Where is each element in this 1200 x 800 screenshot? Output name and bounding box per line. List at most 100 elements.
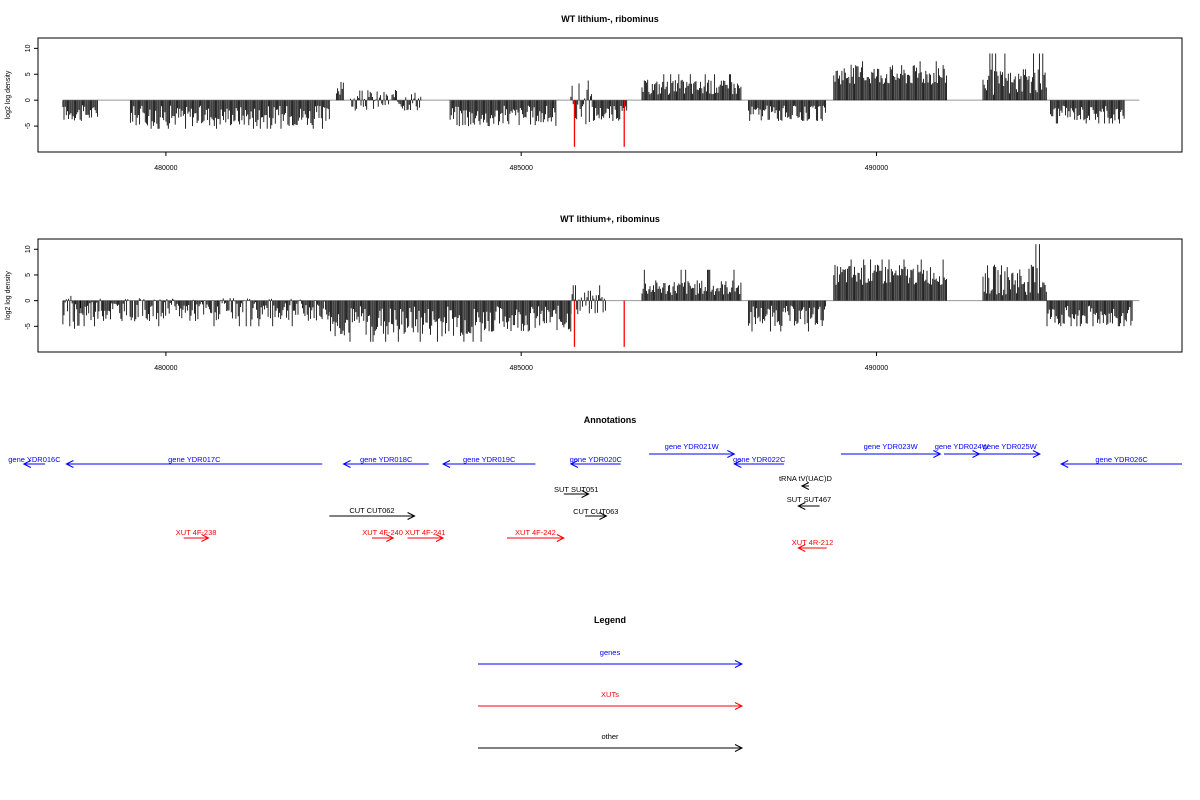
density-panel-1: WT lithium-, ribominus log2 log density -5…	[5, 14, 1183, 172]
density-segment	[129, 100, 330, 129]
xut-arrow-arrowhead-icon	[556, 534, 565, 542]
density-segment	[80, 298, 330, 327]
gene-arrow-label: gene YDR021W	[665, 442, 720, 451]
xut-arrow: XUT 4F-240	[362, 528, 403, 542]
y-axis-label: log2 log density	[5, 271, 12, 320]
gene-arrow: gene YDR026C	[1060, 455, 1182, 468]
x-tick-label: 480000	[154, 365, 177, 372]
xut-arrow-label: XUT 4F-241	[405, 528, 446, 537]
other-arrow-label: SUT SUT467	[787, 495, 831, 504]
density-segment	[328, 300, 486, 342]
legend-label: XUTs	[601, 690, 619, 699]
density-segment	[62, 100, 98, 121]
gene-arrow-arrowhead-icon	[727, 450, 736, 458]
other-arrow: SUT SUT467	[787, 495, 831, 510]
gene-arrow-label: gene YDR022C	[733, 455, 786, 464]
legend-title: Legend	[594, 615, 626, 625]
density-segment	[641, 74, 742, 101]
density-bars-path	[641, 269, 742, 301]
density-bars-path	[1050, 100, 1125, 124]
density-segment	[748, 100, 827, 121]
xut-arrow-arrowhead-icon	[386, 534, 395, 542]
gene-arrow: gene YDR017C	[65, 455, 323, 468]
other-arrow-arrowhead-icon	[581, 490, 590, 498]
xut-arrow: XUT 4F-241	[405, 528, 446, 542]
density-bars-path	[833, 259, 947, 301]
gene-arrow: gene YDR018C	[342, 455, 429, 468]
gene-arrow-arrowhead-icon	[733, 460, 742, 468]
legend-label: genes	[600, 648, 621, 657]
density-bars	[62, 244, 1133, 342]
density-segment	[833, 61, 947, 101]
gene-arrow: gene YDR025W	[979, 442, 1042, 458]
gene-arrow-arrowhead-icon	[22, 460, 32, 468]
gene-arrow-label: gene YDR026C	[1095, 455, 1148, 464]
other-arrow-arrowhead-icon	[800, 482, 810, 490]
density-bars-path	[748, 100, 827, 121]
gene-arrow-label: gene YDR020C	[570, 455, 623, 464]
density-bars-path	[982, 244, 1047, 301]
density-segment	[748, 300, 827, 332]
other-arrow-label: tRNA tV(UAC)D	[779, 474, 833, 483]
x-tick-label: 490000	[865, 165, 888, 172]
y-tick-label: -5	[25, 123, 32, 129]
annotations-title: Annotations	[584, 415, 637, 425]
x-tick-label: 490000	[865, 365, 888, 372]
gene-arrow: gene YDR016C	[8, 455, 61, 468]
density-bars-path	[80, 298, 330, 327]
gene-arrow-label: gene YDR018C	[360, 455, 413, 464]
density-segment	[591, 100, 628, 121]
density-segment	[350, 90, 422, 111]
xut-arrow-label: XUT 4R-212	[792, 538, 834, 547]
gene-arrow-arrowhead-icon	[569, 460, 579, 468]
gene-arrow-arrowhead-icon	[933, 450, 942, 458]
gene-arrow: gene YDR024W	[935, 442, 990, 458]
density-segment	[335, 82, 344, 101]
density-segment	[485, 300, 572, 332]
xut-arrow-arrowhead-icon	[797, 544, 806, 552]
other-arrow-arrowhead-icon	[797, 502, 806, 510]
y-tick-label: 0	[25, 299, 32, 303]
other-arrow: CUT CUT063	[573, 507, 618, 520]
density-bars-path	[129, 100, 330, 129]
density-segment	[833, 259, 947, 301]
legend-arrowhead-icon	[734, 702, 744, 710]
other-arrow-label: SUT SUT051	[554, 485, 598, 494]
density-bars-path	[748, 300, 827, 332]
xut-arrow-arrowhead-icon	[201, 534, 210, 542]
density-panel-2: WT lithium+, ribominus log2 log density -5…	[5, 214, 1183, 372]
legend-item-genes: genes	[478, 648, 744, 668]
legend-arrowhead-icon	[734, 660, 744, 668]
gene-arrow-arrowhead-icon	[65, 460, 74, 468]
legend-item-other: other	[478, 732, 744, 752]
legend: Legend genes XUTs other	[478, 615, 744, 752]
gene-arrow-arrowhead-icon	[1060, 460, 1069, 468]
y-tick-label: 10	[25, 245, 32, 253]
density-bars-path	[328, 300, 486, 342]
density-bars-path	[335, 82, 344, 101]
xut-arrow-label: XUT 4F-238	[176, 528, 217, 537]
other-arrow: SUT SUT051	[554, 485, 598, 498]
x-tick-label: 480000	[154, 165, 177, 172]
density-bars-path	[570, 80, 593, 125]
xut-arrow: XUT 4F-242	[506, 528, 565, 542]
other-arrow-label: CUT CUT062	[349, 506, 394, 515]
y-tick-label: -5	[25, 323, 32, 329]
xut-arrow: XUT 4F-238	[176, 528, 217, 542]
density-bars-path	[982, 53, 1047, 101]
y-axis-label: log2 log density	[5, 70, 12, 119]
panel-title: WT lithium+, ribominus	[560, 214, 660, 224]
x-tick-label: 485000	[510, 365, 533, 372]
density-segment	[641, 269, 742, 301]
gene-arrow: gene YDR020C	[570, 455, 623, 468]
density-bars-path	[641, 74, 742, 101]
density-segment	[570, 80, 593, 125]
gene-arrow: gene YDR023W	[840, 442, 942, 458]
density-bars	[62, 53, 1125, 129]
panel-title: WT lithium-, ribominus	[561, 14, 659, 24]
density-bars-path	[833, 61, 947, 101]
density-bars-path	[1046, 300, 1133, 327]
density-bars-path	[591, 100, 628, 121]
xut-arrow-label: XUT 4F-242	[515, 528, 556, 537]
